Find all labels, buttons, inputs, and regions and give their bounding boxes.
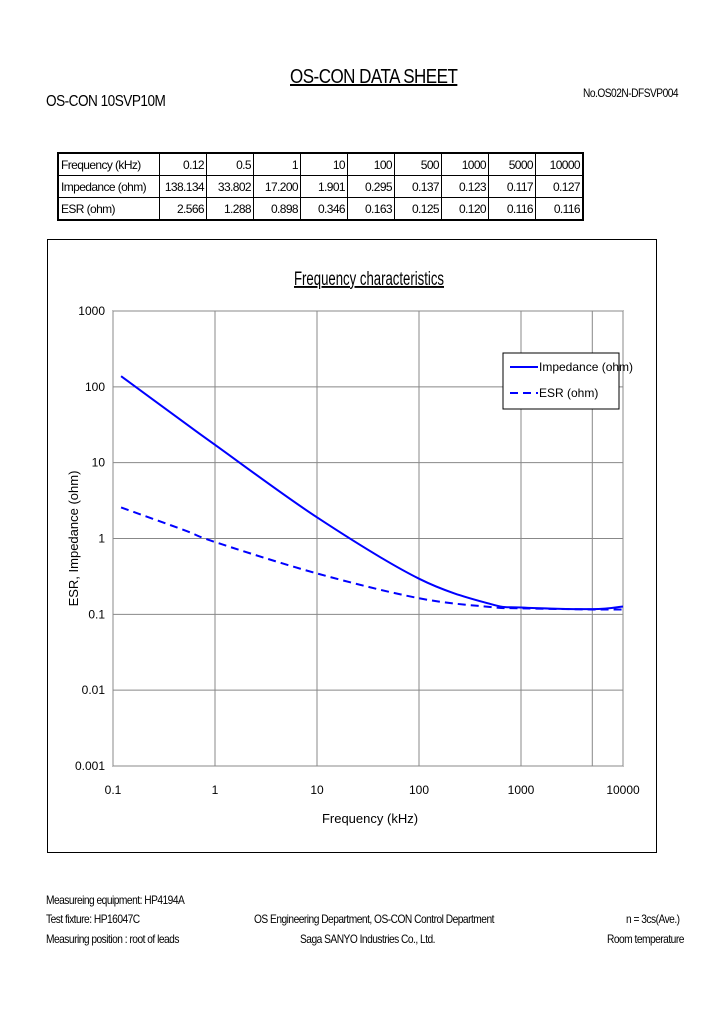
page-title: OS-CON DATA SHEET bbox=[290, 66, 458, 88]
table-row: ESR (ohm) 2.566 1.288 0.898 0.346 0.163 0.125 0… bbox=[57, 197, 584, 221]
y-tick-label: 10 bbox=[92, 456, 106, 470]
row-label: ESR (ohm) bbox=[57, 197, 160, 221]
y-axis-label: ESR, Impedance (ohm) bbox=[66, 471, 81, 607]
measurement-table: Frequency (kHz) 0.12 0.5 1 10 100 500 1000 5000 1… bbox=[57, 152, 584, 221]
table-cell: 0.12 bbox=[159, 152, 207, 176]
table-cell: 10000 bbox=[535, 152, 584, 176]
y-tick-label: 0.1 bbox=[88, 607, 105, 621]
legend-label: Impedance (ohm) bbox=[539, 360, 633, 374]
table-cell: 1.901 bbox=[300, 175, 348, 198]
x-tick-label: 1 bbox=[212, 783, 219, 797]
x-tick-label: 100 bbox=[409, 783, 429, 797]
table-cell: 0.123 bbox=[441, 175, 489, 198]
y-tick-label: 0.01 bbox=[82, 683, 106, 697]
table-cell: 500 bbox=[394, 152, 442, 176]
row-label: Impedance (ohm) bbox=[57, 175, 160, 198]
series-line-esr bbox=[120, 506, 624, 611]
table-cell: 0.346 bbox=[300, 197, 348, 221]
table-row: Frequency (kHz) 0.12 0.5 1 10 100 500 1000 5000 1… bbox=[57, 152, 584, 176]
table-cell: 0.116 bbox=[488, 197, 536, 221]
x-tick-label: 10 bbox=[310, 783, 324, 797]
x-tick-label: 1000 bbox=[508, 783, 535, 797]
footer-samples: n = 3cs(Ave.) bbox=[626, 912, 680, 926]
table-cell: 33.802 bbox=[206, 175, 254, 198]
document-number: No.OS02N-DFSVP004 bbox=[583, 86, 679, 100]
y-tick-label: 1 bbox=[98, 532, 105, 546]
table-cell: 0.120 bbox=[441, 197, 489, 221]
model-name: OS-CON 10SVP10M bbox=[46, 93, 166, 110]
table-cell: 0.163 bbox=[347, 197, 395, 221]
table-cell: 138.134 bbox=[159, 175, 207, 198]
table-cell: 0.137 bbox=[394, 175, 442, 198]
legend-box bbox=[502, 352, 620, 410]
table-cell: 100 bbox=[347, 152, 395, 176]
table-cell: 0.125 bbox=[394, 197, 442, 221]
table-cell: 1.288 bbox=[206, 197, 254, 221]
table-cell: 2.566 bbox=[159, 197, 207, 221]
x-tick-label: 0.1 bbox=[105, 783, 122, 797]
footer-company: Saga SANYO Industries Co., Ltd. bbox=[300, 932, 436, 946]
chart-title: Frequency characteristics bbox=[294, 269, 444, 290]
y-tick-label: 100 bbox=[85, 380, 105, 394]
row-label: Frequency (kHz) bbox=[57, 152, 160, 176]
legend-label: ESR (ohm) bbox=[539, 386, 598, 400]
footer-position: Measuring position : root of leads bbox=[46, 932, 179, 946]
table-row: Impedance (ohm) 138.134 33.802 17.200 1.901 0… bbox=[57, 175, 584, 198]
table-cell: 0.5 bbox=[206, 152, 254, 176]
chart-frame: Frequency characteristics 0.1 1 10 100 1000 10… bbox=[47, 239, 657, 853]
x-tick-label: 10000 bbox=[606, 783, 640, 797]
table-cell: 0.116 bbox=[535, 197, 584, 221]
y-tick-label: 0.001 bbox=[75, 759, 105, 773]
footer-temperature: Room temperature bbox=[607, 932, 684, 946]
table-cell: 0.898 bbox=[253, 197, 301, 221]
table-cell: 0.127 bbox=[535, 175, 584, 198]
table-cell: 0.117 bbox=[488, 175, 536, 198]
series-line-impedance bbox=[120, 375, 624, 611]
table-cell: 10 bbox=[300, 152, 348, 176]
table-cell: 1000 bbox=[441, 152, 489, 176]
y-tick-label: 1000 bbox=[78, 304, 105, 318]
x-axis-label: Frequency (kHz) bbox=[322, 811, 418, 826]
table-cell: 5000 bbox=[488, 152, 536, 176]
table-cell: 1 bbox=[253, 152, 301, 176]
footer-fixture: Test fixture: HP16047C bbox=[46, 912, 140, 926]
footer-department: OS Engineering Department, OS-CON Contro… bbox=[254, 912, 494, 926]
table-cell: 17.200 bbox=[253, 175, 301, 198]
footer-equipment: Measureing equipment: HP4194A bbox=[46, 893, 185, 907]
table-cell: 0.295 bbox=[347, 175, 395, 198]
